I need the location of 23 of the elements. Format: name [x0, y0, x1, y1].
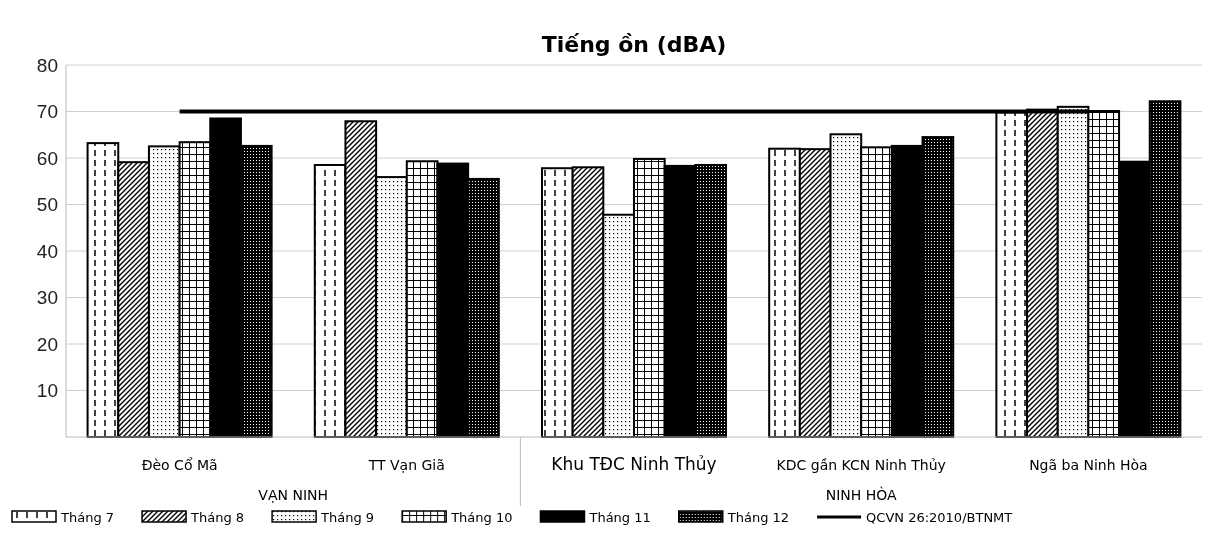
x-tick-label: KDC gần KCN Ninh Thủy	[776, 457, 946, 473]
x-tick-label: Ngã ba Ninh Hòa	[1029, 457, 1148, 473]
y-tick-label: 20	[36, 333, 58, 355]
y-tick-label: 10	[36, 380, 58, 402]
x-tick-label: TT Vạn Giã	[367, 457, 445, 473]
text: NINH HÒA	[825, 486, 898, 503]
chart-title: Tiếng ồn (dBA)	[541, 32, 727, 57]
y-tick-label: 40	[36, 240, 58, 262]
y-tick-label: 60	[36, 147, 58, 169]
legend-label: Tháng 9	[320, 510, 375, 525]
legend-label: Tháng 11	[588, 510, 651, 525]
legend-label: Tháng 7	[60, 510, 115, 525]
legend-label: Tháng 12	[726, 510, 790, 525]
legend-label: Tháng 8	[190, 510, 245, 525]
y-tick-label: 30	[36, 287, 58, 309]
x-tick-label: Khu TĐC Ninh Thủy	[551, 454, 717, 474]
legend-label: Tháng 10	[450, 510, 513, 525]
x-tick-label: Đèo Cổ Mã	[141, 457, 218, 473]
y-tick-label: 70	[36, 101, 58, 123]
text: VẠN NINH	[258, 487, 329, 503]
y-tick-label: 50	[36, 194, 58, 216]
y-tick-label: 80	[36, 54, 58, 76]
legend-label: QCVN 26:2010/BTNMT	[866, 510, 1013, 525]
